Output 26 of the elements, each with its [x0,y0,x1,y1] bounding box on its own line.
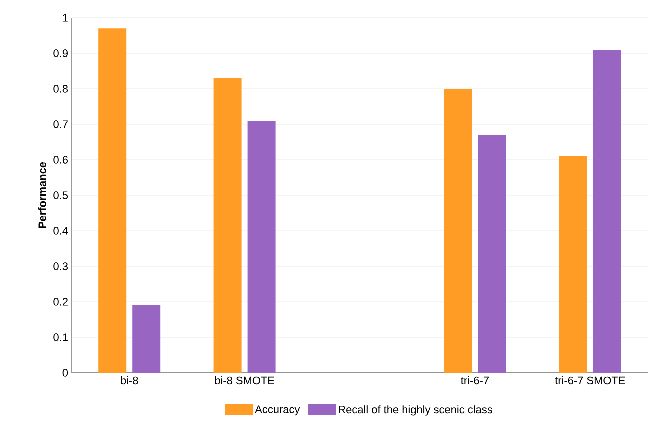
y-tick-label: 0.5 [54,192,68,200]
bar [593,50,622,373]
y-tick-label: 0.3 [54,262,68,270]
y-tick-label: 0.9 [54,50,68,58]
x-tick-label: bi-8 SMOTE [215,376,274,385]
y-tick-label: 0.1 [54,334,68,342]
bar [559,156,588,373]
y-tick-label: 0.8 [54,85,68,93]
x-tick-label: tri-6-7 [461,376,489,385]
x-tick-label: tri-6-7 SMOTE [555,376,626,385]
bar [214,78,242,373]
x-tick-label: bi-8 [121,376,138,385]
bar [444,88,472,373]
y-tick-label: 1 [63,14,68,22]
bar [478,135,506,373]
y-tick-label: 0.2 [54,298,68,306]
y-axis-title: Performance [38,162,46,228]
y-tick-label: 0.6 [54,156,68,164]
bar [98,28,127,373]
y-tick-label: 0.4 [54,227,68,235]
legend-label: Accuracy [255,406,300,416]
y-tick-label: 0 [62,369,68,377]
legend-label: Recall of the highly scenic class [339,406,492,416]
bar [132,306,161,373]
bar [248,120,276,373]
y-tick-label: 0.7 [54,120,68,128]
